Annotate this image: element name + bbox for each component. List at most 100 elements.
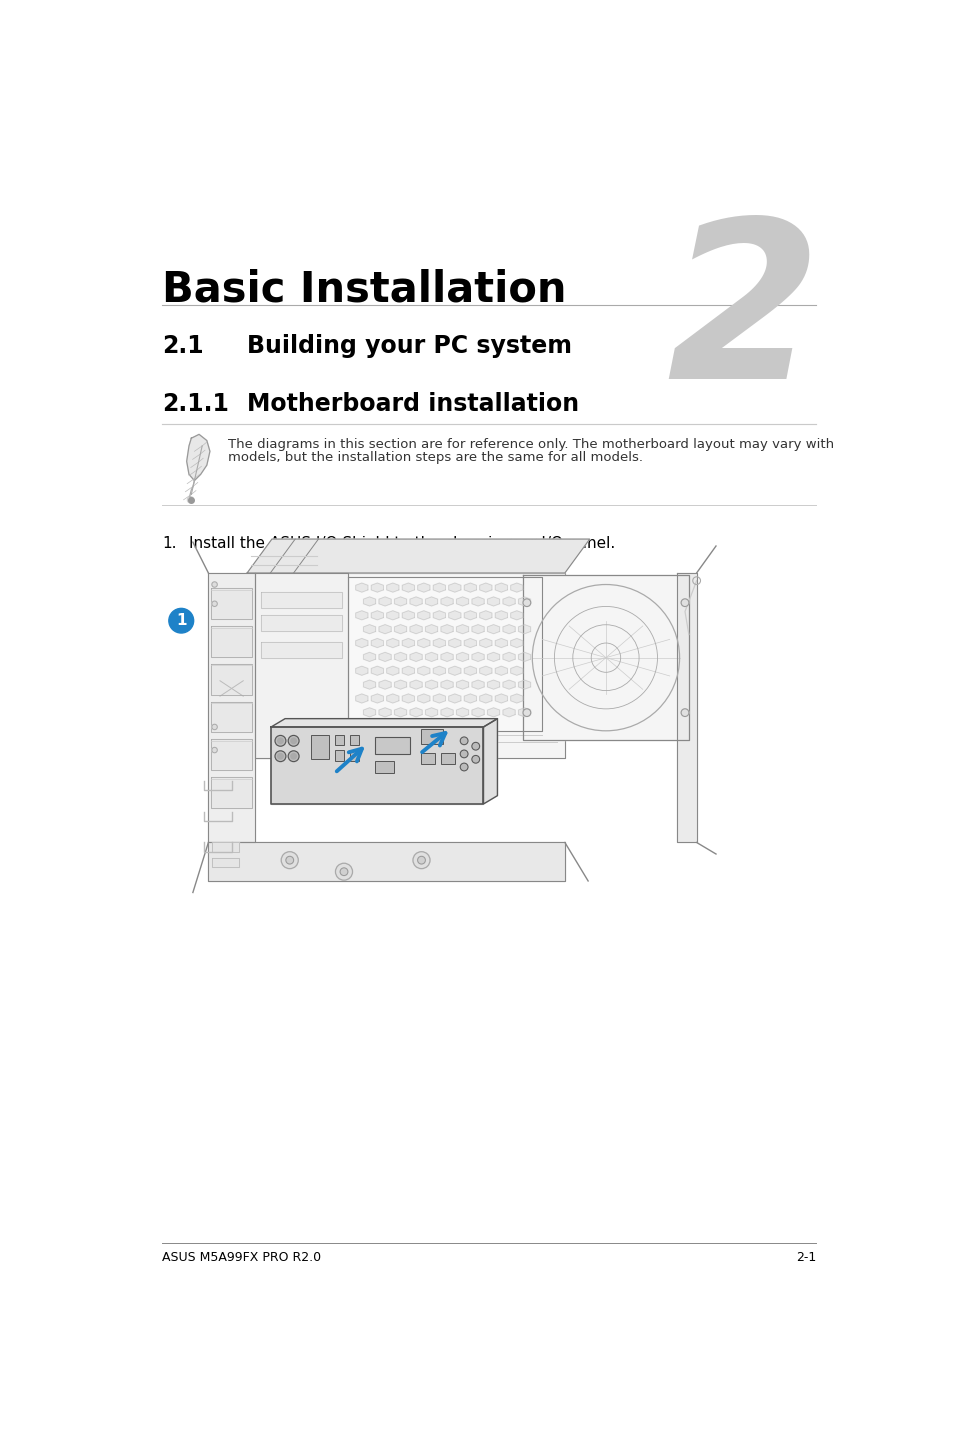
Polygon shape (417, 695, 430, 703)
Polygon shape (212, 843, 239, 851)
Polygon shape (433, 582, 445, 592)
Bar (375, 761, 394, 774)
Polygon shape (212, 626, 252, 657)
Polygon shape (456, 653, 468, 661)
Polygon shape (502, 653, 515, 661)
Polygon shape (472, 680, 483, 689)
Polygon shape (363, 680, 375, 689)
Circle shape (340, 869, 348, 876)
Bar (421, 754, 435, 764)
Circle shape (281, 851, 298, 869)
Polygon shape (386, 638, 398, 647)
Polygon shape (261, 643, 341, 657)
Polygon shape (448, 582, 460, 592)
Polygon shape (464, 611, 476, 620)
Polygon shape (355, 611, 368, 620)
Text: 2-1: 2-1 (795, 1251, 815, 1264)
Circle shape (288, 735, 298, 746)
Polygon shape (402, 666, 414, 676)
Polygon shape (417, 611, 430, 620)
Polygon shape (425, 680, 437, 689)
Circle shape (212, 725, 217, 729)
Text: Building your PC system: Building your PC system (247, 334, 572, 358)
Circle shape (277, 754, 283, 759)
Circle shape (291, 754, 296, 759)
Polygon shape (677, 572, 696, 843)
Polygon shape (395, 624, 406, 634)
Polygon shape (510, 638, 522, 647)
Polygon shape (502, 680, 515, 689)
Polygon shape (417, 638, 430, 647)
Polygon shape (472, 597, 483, 605)
Polygon shape (510, 695, 522, 703)
Polygon shape (355, 666, 368, 676)
Polygon shape (371, 582, 383, 592)
Polygon shape (448, 611, 460, 620)
Bar (350, 735, 359, 745)
Polygon shape (410, 653, 421, 661)
Polygon shape (378, 597, 391, 605)
Bar (335, 751, 344, 761)
Circle shape (212, 582, 217, 587)
Circle shape (680, 709, 688, 716)
Polygon shape (212, 588, 252, 620)
Circle shape (274, 751, 286, 762)
Text: Basic Installation: Basic Installation (162, 269, 566, 311)
Text: Motherboard installation: Motherboard installation (247, 393, 578, 416)
Text: 2.1: 2.1 (162, 334, 203, 358)
Polygon shape (479, 582, 492, 592)
Polygon shape (433, 695, 445, 703)
Polygon shape (378, 653, 391, 661)
Polygon shape (425, 707, 437, 716)
Polygon shape (487, 597, 499, 605)
Polygon shape (510, 611, 522, 620)
Polygon shape (247, 539, 589, 572)
Polygon shape (472, 653, 483, 661)
Polygon shape (386, 666, 398, 676)
Polygon shape (378, 680, 391, 689)
Polygon shape (395, 707, 406, 716)
Polygon shape (402, 582, 414, 592)
Polygon shape (433, 666, 445, 676)
Circle shape (274, 735, 286, 746)
Circle shape (472, 755, 479, 764)
Polygon shape (433, 611, 445, 620)
Polygon shape (371, 611, 383, 620)
Polygon shape (271, 728, 483, 804)
Polygon shape (518, 653, 530, 661)
Polygon shape (464, 582, 476, 592)
Circle shape (286, 856, 294, 864)
Polygon shape (425, 624, 437, 634)
Circle shape (417, 856, 425, 864)
Bar (311, 735, 328, 759)
Circle shape (291, 738, 296, 743)
Polygon shape (363, 653, 375, 661)
Text: 1.: 1. (162, 536, 176, 551)
Polygon shape (355, 695, 368, 703)
Polygon shape (371, 666, 383, 676)
Polygon shape (410, 680, 421, 689)
Polygon shape (402, 611, 414, 620)
Circle shape (335, 863, 353, 880)
Circle shape (680, 598, 688, 607)
Bar (440, 754, 455, 764)
Circle shape (459, 751, 468, 758)
Circle shape (459, 736, 468, 745)
Polygon shape (363, 707, 375, 716)
Polygon shape (502, 597, 515, 605)
Polygon shape (487, 624, 499, 634)
Polygon shape (254, 572, 348, 758)
Polygon shape (410, 597, 421, 605)
Polygon shape (495, 582, 507, 592)
Polygon shape (472, 707, 483, 716)
Circle shape (169, 608, 193, 633)
Polygon shape (433, 638, 445, 647)
Polygon shape (522, 575, 688, 741)
Polygon shape (355, 582, 368, 592)
Polygon shape (448, 638, 460, 647)
Polygon shape (487, 707, 499, 716)
Polygon shape (208, 572, 254, 843)
Polygon shape (386, 611, 398, 620)
Circle shape (277, 738, 283, 743)
FancyArrowPatch shape (421, 733, 445, 752)
